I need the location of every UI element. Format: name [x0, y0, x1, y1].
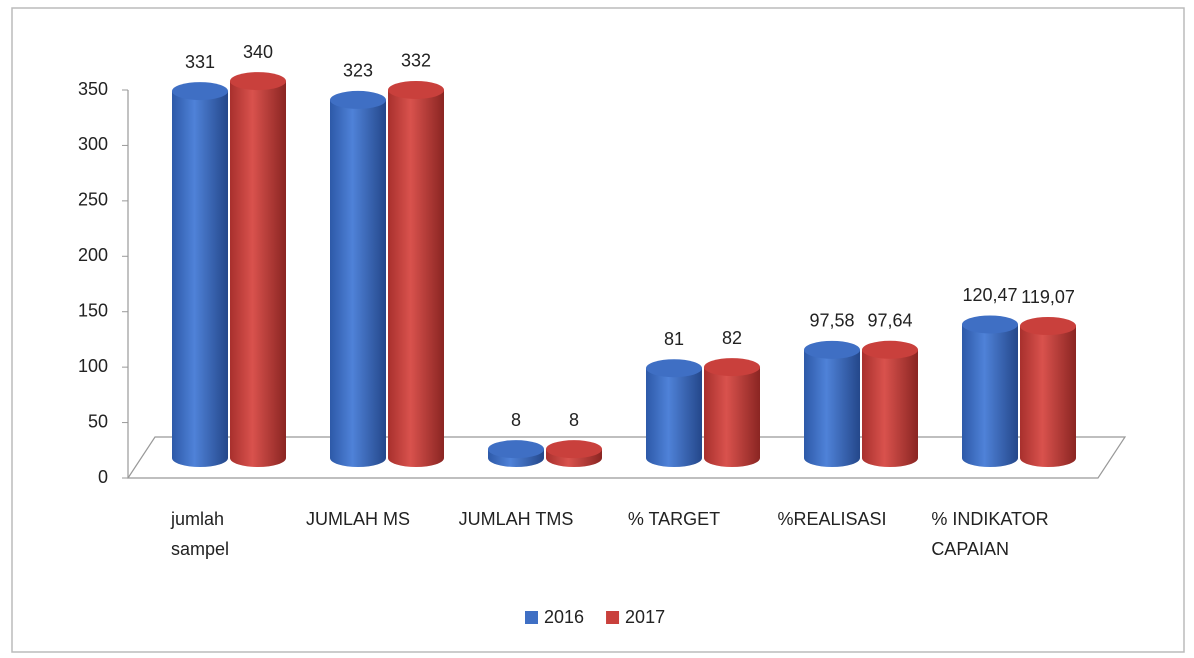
bar-top [862, 340, 918, 359]
x-tick-label: JUMLAH MS [306, 509, 410, 529]
bar [704, 367, 760, 467]
bar-top [704, 358, 760, 377]
bar [230, 81, 286, 467]
bar-top [962, 315, 1018, 334]
value-label: 97,64 [867, 311, 912, 331]
y-tick-label: 200 [78, 245, 108, 265]
value-label: 340 [243, 42, 273, 62]
value-label: 8 [569, 410, 579, 430]
legend-swatch [606, 611, 620, 624]
bar-top [804, 340, 860, 359]
value-label: 119,07 [1021, 287, 1075, 307]
bar-top [546, 440, 602, 459]
bar-top [330, 90, 386, 109]
value-label: 82 [722, 328, 742, 348]
bar-top [230, 72, 286, 91]
value-label: 8 [511, 410, 521, 430]
bar [388, 89, 444, 467]
x-tick-label: JUMLAH TMS [459, 509, 574, 529]
bar [804, 349, 860, 467]
value-label: 97,58 [809, 311, 854, 331]
bar [962, 324, 1018, 467]
x-tick-label: CAPAIAN [931, 539, 1009, 559]
bar [330, 99, 386, 467]
legend-swatch [525, 611, 538, 624]
legend-label: 2016 [544, 607, 584, 627]
bar-top [172, 82, 228, 101]
bar [172, 91, 228, 467]
value-label: 323 [343, 61, 373, 81]
bar [646, 368, 702, 467]
value-label: 331 [185, 52, 215, 72]
y-tick-label: 250 [78, 190, 108, 210]
bar-top [388, 80, 444, 99]
y-tick-label: 100 [78, 356, 108, 376]
x-tick-label: % TARGET [628, 509, 720, 529]
bar-top [488, 440, 544, 459]
y-tick-label: 0 [98, 467, 108, 487]
x-tick-label: % INDIKATOR [931, 509, 1048, 529]
value-label: 332 [401, 51, 431, 71]
y-tick-label: 350 [78, 79, 108, 99]
legend-label: 2017 [625, 607, 665, 627]
y-tick-label: 150 [78, 300, 108, 320]
bar-top [1020, 317, 1076, 336]
bar [862, 349, 918, 467]
value-label: 81 [664, 329, 684, 349]
y-tick-label: 50 [88, 411, 108, 431]
x-tick-label: jumlah [170, 509, 224, 529]
x-tick-label: sampel [171, 539, 229, 559]
value-label: 120,47 [962, 285, 1017, 305]
y-tick-label: 300 [78, 134, 108, 154]
x-tick-label: %REALISASI [777, 509, 886, 529]
bar-top [646, 359, 702, 378]
bar [1020, 326, 1076, 467]
